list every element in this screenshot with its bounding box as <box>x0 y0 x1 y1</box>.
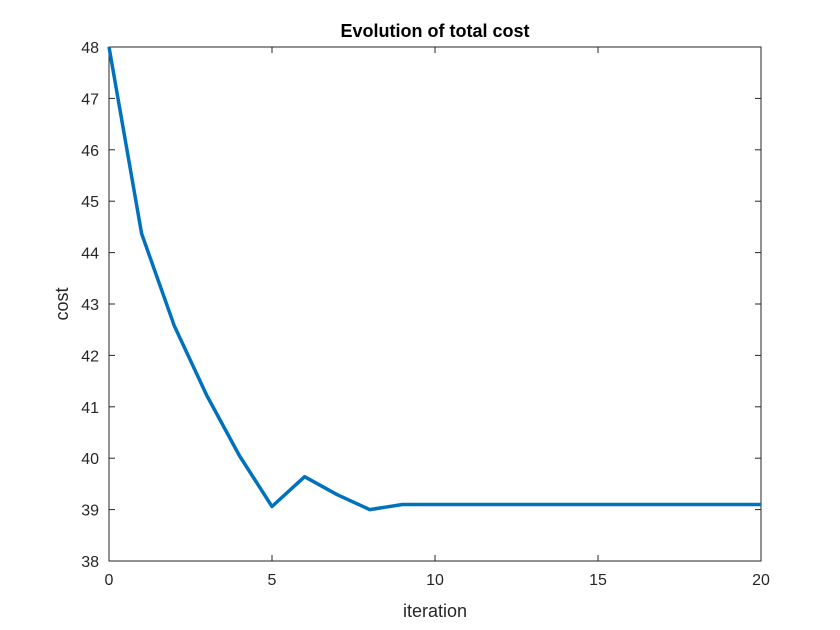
x-axis-label: iteration <box>403 601 467 621</box>
x-tick-label: 20 <box>752 572 770 589</box>
series-line <box>107 46 761 512</box>
y-tick-label: 40 <box>81 451 99 468</box>
y-tick-label: 42 <box>81 348 99 365</box>
y-tick-label: 38 <box>81 554 99 571</box>
y-tick-label: 43 <box>81 297 99 314</box>
axes-box <box>108 46 762 562</box>
y-tick-label: 39 <box>81 503 99 520</box>
x-tick-label: 15 <box>589 572 607 589</box>
y-tick-label: 41 <box>81 400 99 417</box>
y-tick-label: 45 <box>81 194 99 211</box>
y-tick-label: 44 <box>81 246 99 263</box>
chart-title: Evolution of total cost <box>341 21 530 41</box>
x-tick-label: 10 <box>426 572 444 589</box>
y-tick-label: 48 <box>81 40 99 57</box>
y-tick-label: 47 <box>81 91 99 108</box>
y-tick-label: 46 <box>81 143 99 160</box>
x-tick-label: 5 <box>268 572 277 589</box>
y-axis-label: cost <box>52 287 72 320</box>
plot-area: 0 5 10 15 20 38 39 40 41 42 43 44 45 46 47 48 <box>81 40 770 589</box>
x-tick-label: 0 <box>105 572 114 589</box>
